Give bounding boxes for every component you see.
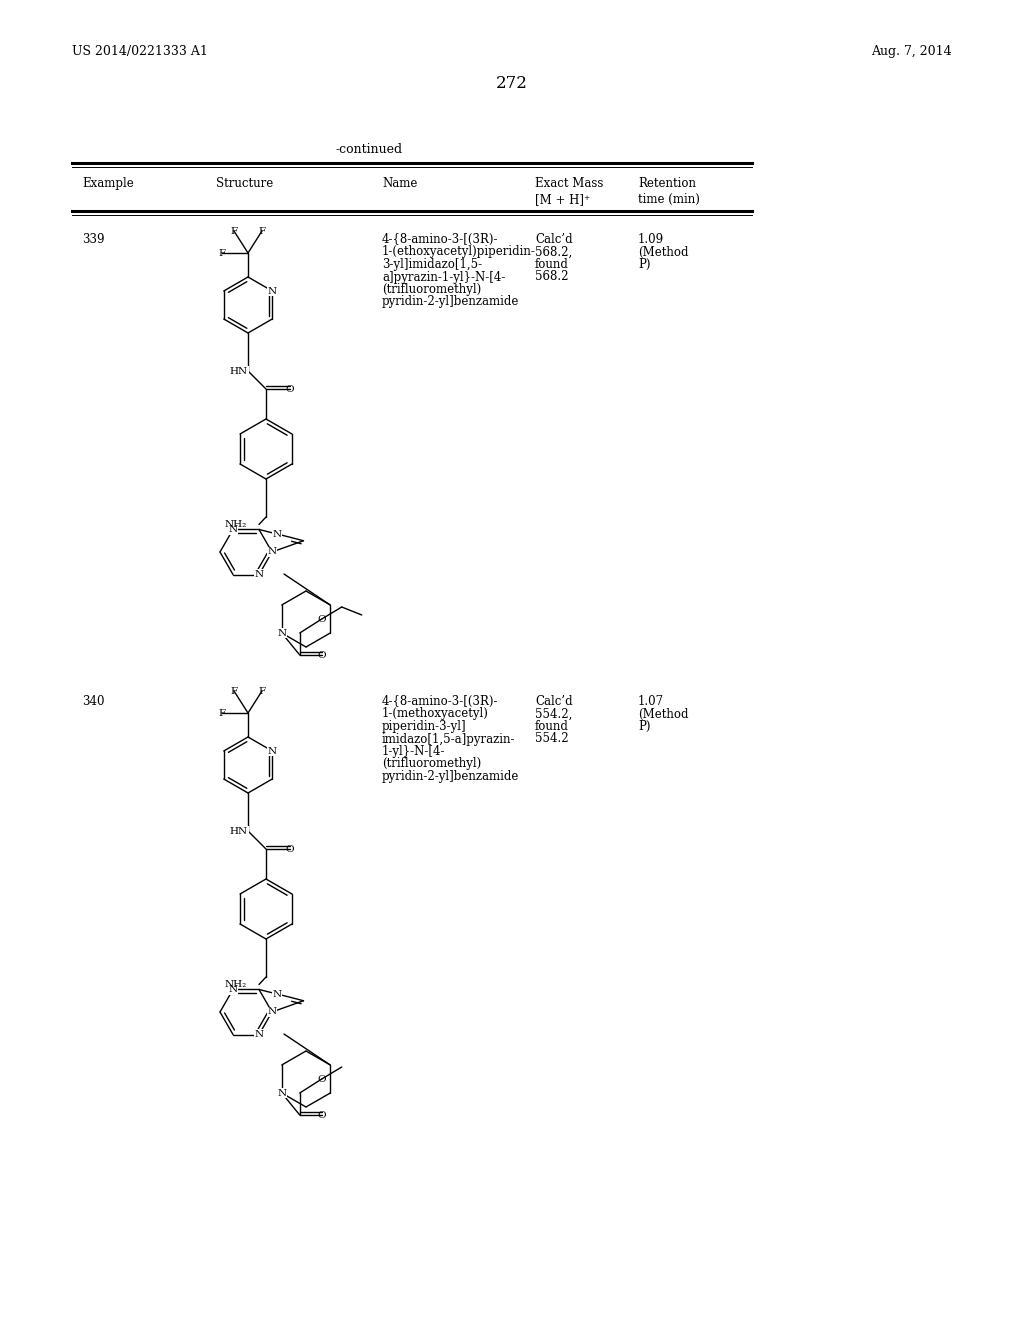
Text: P): P): [638, 719, 650, 733]
Text: O: O: [286, 384, 294, 393]
Text: N: N: [228, 525, 238, 535]
Text: Exact Mass: Exact Mass: [535, 177, 603, 190]
Text: Name: Name: [382, 177, 418, 190]
Text: F: F: [218, 709, 225, 718]
Text: N: N: [267, 548, 276, 557]
Text: (Method: (Method: [638, 708, 688, 721]
Text: found: found: [535, 719, 569, 733]
Text: 1.09: 1.09: [638, 234, 665, 246]
Text: NH₂: NH₂: [224, 520, 247, 529]
Text: F: F: [258, 227, 265, 235]
Text: N: N: [272, 531, 282, 539]
Text: O: O: [286, 845, 294, 854]
Text: N: N: [267, 1007, 276, 1016]
Text: 1-yl}-N-[4-: 1-yl}-N-[4-: [382, 744, 445, 758]
Text: N: N: [272, 990, 282, 999]
Text: NH₂: NH₂: [224, 979, 247, 989]
Text: 1-(ethoxyacetyl)piperidin-: 1-(ethoxyacetyl)piperidin-: [382, 246, 536, 259]
Text: 568.2,: 568.2,: [535, 246, 572, 259]
Text: (Method: (Method: [638, 246, 688, 259]
Text: found: found: [535, 257, 569, 271]
Text: P): P): [638, 257, 650, 271]
Text: (trifluoromethyl): (trifluoromethyl): [382, 758, 481, 771]
Text: -continued: -continued: [335, 143, 402, 156]
Text: F: F: [218, 248, 225, 257]
Text: [M + H]⁺: [M + H]⁺: [535, 193, 590, 206]
Text: Retention: Retention: [638, 177, 696, 190]
Text: US 2014/0221333 A1: US 2014/0221333 A1: [72, 45, 208, 58]
Text: 1-(methoxyacetyl): 1-(methoxyacetyl): [382, 708, 488, 721]
Text: pyridin-2-yl]benzamide: pyridin-2-yl]benzamide: [382, 296, 519, 309]
Text: piperidin-3-yl]: piperidin-3-yl]: [382, 719, 467, 733]
Text: O: O: [317, 1110, 326, 1119]
Text: Calc’d: Calc’d: [535, 696, 572, 708]
Text: N: N: [278, 628, 287, 638]
Text: N: N: [254, 1030, 263, 1039]
Text: F: F: [258, 686, 265, 696]
Text: N: N: [267, 747, 276, 755]
Text: pyridin-2-yl]benzamide: pyridin-2-yl]benzamide: [382, 770, 519, 783]
Text: F: F: [230, 227, 238, 235]
Text: (trifluoromethyl): (trifluoromethyl): [382, 282, 481, 296]
Text: 568.2: 568.2: [535, 271, 568, 284]
Text: 1.07: 1.07: [638, 696, 665, 708]
Text: O: O: [317, 615, 326, 623]
Text: N: N: [267, 286, 276, 296]
Text: 554.2: 554.2: [535, 733, 568, 746]
Text: 4-{8-amino-3-[(3R)-: 4-{8-amino-3-[(3R)-: [382, 234, 499, 246]
Text: 339: 339: [82, 234, 104, 246]
Text: Aug. 7, 2014: Aug. 7, 2014: [871, 45, 952, 58]
Text: imidazo[1,5-a]pyrazin-: imidazo[1,5-a]pyrazin-: [382, 733, 515, 746]
Text: 340: 340: [82, 696, 104, 708]
Text: Example: Example: [82, 177, 134, 190]
Text: a]pyrazin-1-yl}-N-[4-: a]pyrazin-1-yl}-N-[4-: [382, 271, 506, 284]
Text: HN: HN: [229, 367, 248, 375]
Text: 272: 272: [496, 75, 528, 92]
Text: 3-yl]imidazo[1,5-: 3-yl]imidazo[1,5-: [382, 257, 482, 271]
Text: time (min): time (min): [638, 193, 699, 206]
Text: O: O: [317, 1074, 326, 1084]
Text: N: N: [278, 1089, 287, 1097]
Text: O: O: [317, 651, 326, 660]
Text: F: F: [230, 686, 238, 696]
Text: Calc’d: Calc’d: [535, 234, 572, 246]
Text: 554.2,: 554.2,: [535, 708, 572, 721]
Text: N: N: [254, 570, 263, 579]
Text: HN: HN: [229, 826, 248, 836]
Text: Structure: Structure: [216, 177, 273, 190]
Text: N: N: [228, 985, 238, 994]
Text: 4-{8-amino-3-[(3R)-: 4-{8-amino-3-[(3R)-: [382, 696, 499, 708]
